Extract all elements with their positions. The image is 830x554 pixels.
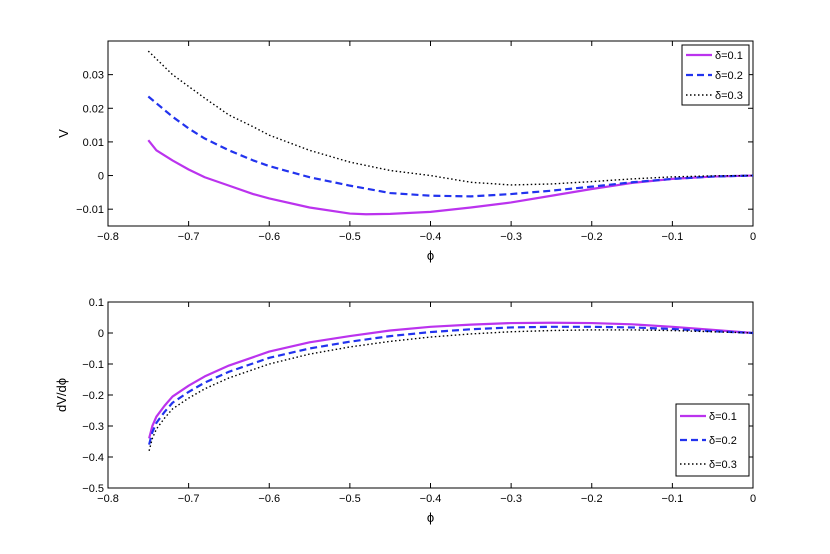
series-line-2 (147, 95, 754, 198)
x-tick-label: −0.2 (581, 231, 603, 243)
x-tick-label: 0 (750, 493, 756, 505)
legend-label: δ=0.1 (709, 411, 737, 423)
potential-plot: −0.8 −0.7 −0.6 −0.5 −0.4 −0.3 −0.2 −0.1 0 −0.01 0 0… (56, 40, 756, 263)
x-tick-label: −0.3 (500, 231, 522, 243)
x-axis-label: ϕ (427, 510, 434, 525)
y-tick-label: −0.4 (82, 452, 104, 464)
x-tick-label: −0.5 (339, 493, 361, 505)
x-tick-label: −0.1 (662, 231, 684, 243)
y-tick-label: 0.01 (83, 137, 104, 149)
legend: δ=0.1 δ=0.2 δ=0.3 (675, 403, 750, 477)
y-tick-label: −0.5 (82, 483, 104, 495)
y-tick-label: 0 (98, 171, 104, 183)
x-tick-label: −0.3 (500, 493, 522, 505)
series-line-1 (147, 139, 754, 216)
plot-frame (107, 301, 754, 489)
series-line-2 (148, 325, 754, 445)
y-tick-label: 0 (98, 328, 104, 340)
x-tick-label: −0.6 (258, 493, 280, 505)
y-tick-label: −0.2 (82, 390, 104, 402)
x-tick-label: −0.8 (97, 493, 119, 505)
y-tick-label: 0.03 (83, 70, 104, 82)
x-tick-label: −0.4 (420, 231, 442, 243)
x-tick-label: −0.6 (258, 231, 280, 243)
x-tick-label: −0.1 (662, 493, 684, 505)
y-tick-label: −0.01 (76, 204, 104, 216)
legend-label: δ=0.2 (715, 70, 743, 82)
y-axis-label: dV/dϕ (54, 378, 69, 412)
y-tick-label: −0.1 (82, 359, 104, 371)
series-line-3 (148, 329, 754, 451)
x-tick-label: −0.2 (581, 493, 603, 505)
legend-label: δ=0.1 (715, 50, 743, 62)
x-tick-label: −0.7 (178, 493, 200, 505)
derivative-plot: −0.8 −0.7 −0.6 −0.5 −0.4 −0.3 −0.2 −0.1 0 −0.5 −0.… (54, 297, 756, 525)
x-axis-label: ϕ (427, 248, 434, 263)
x-tick-label: −0.4 (420, 493, 442, 505)
y-axis-label: V (56, 129, 71, 138)
x-tick-label: −0.7 (178, 231, 200, 243)
legend-label: δ=0.3 (715, 90, 743, 102)
plot-frame (107, 40, 754, 227)
x-tick-label: 0 (750, 231, 756, 243)
legend: δ=0.1 δ=0.2 δ=0.3 (681, 44, 750, 106)
legend-label: δ=0.2 (709, 435, 737, 447)
y-tick-label: −0.3 (82, 421, 104, 433)
series-line-3 (147, 50, 754, 186)
y-tick-label: 0.1 (89, 297, 104, 309)
x-tick-label: −0.8 (97, 231, 119, 243)
x-tick-label: −0.5 (339, 231, 361, 243)
series-line-1 (148, 321, 754, 439)
legend-label: δ=0.3 (709, 459, 737, 471)
y-tick-label: 0.02 (83, 103, 104, 115)
